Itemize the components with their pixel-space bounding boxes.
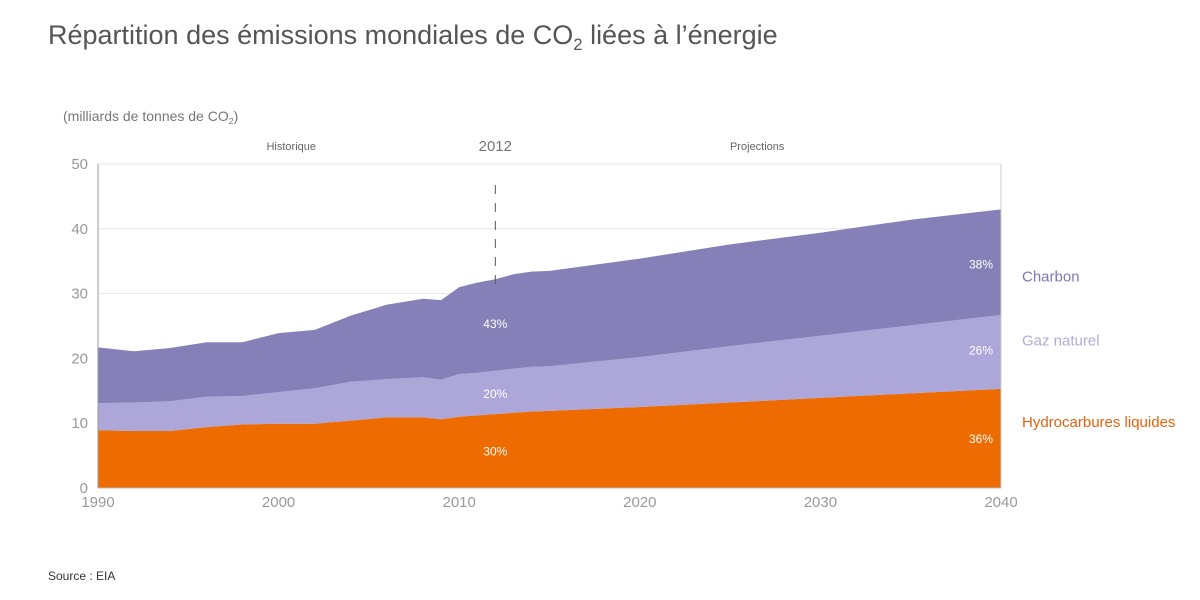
area-charbon (98, 209, 1001, 404)
unit-label-subscript: 2 (228, 116, 234, 127)
x-tick-label-2020: 2020 (623, 494, 656, 511)
y-tick-label-40: 40 (71, 221, 88, 238)
chart-title-main: Répartition des émissions mondiales de C… (48, 20, 574, 50)
data-label-30pct-2012: 30% (483, 445, 507, 459)
area-hydrocarbures-liquides (98, 388, 1001, 488)
chart-title-subscript: 2 (573, 34, 583, 54)
x-tick-label-1990: 1990 (81, 494, 114, 511)
y-tick-label-0: 0 (80, 480, 88, 497)
x-tick-label-2010: 2010 (443, 494, 476, 511)
unit-label-main: (milliards de tonnes de CO (63, 108, 229, 124)
legend-hydrocarbures-liquides: Hydrocarbures liquides (1022, 414, 1175, 431)
y-tick-label-50: 50 (71, 156, 88, 173)
x-tick-label-2000: 2000 (262, 494, 295, 511)
data-label-38pct-2039: 38% (969, 257, 993, 271)
period-label-projections: Projections (730, 141, 785, 153)
period-label-historique: Historique (266, 141, 316, 153)
legend-charbon: Charbon (1022, 268, 1080, 285)
y-tick-label-10: 10 (71, 415, 88, 432)
y-axis-unit-label: (milliards de tonnes de CO2) (63, 108, 239, 127)
area-gaz-naturel (98, 315, 1001, 431)
source-note: Source : EIA (48, 569, 116, 583)
y-tick-label-20: 20 (71, 350, 88, 367)
data-label-43pct-2012: 43% (483, 317, 507, 331)
divider-2012-label: 2012 (479, 138, 512, 155)
x-tick-label-2030: 2030 (804, 494, 837, 511)
chart-title-tail: liées à l’énergie (582, 20, 778, 50)
data-label-20pct-2012: 20% (483, 387, 507, 401)
legend-gaz-naturel: Gaz naturel (1022, 332, 1100, 349)
unit-label-tail: ) (233, 108, 239, 124)
y-tick-label-30: 30 (71, 286, 88, 303)
data-label-26pct-2039: 26% (969, 344, 993, 358)
x-tick-label-2040: 2040 (984, 494, 1017, 511)
data-label-36pct-2039: 36% (969, 432, 993, 446)
chart-title: Répartition des émissions mondiales de C… (48, 20, 778, 54)
